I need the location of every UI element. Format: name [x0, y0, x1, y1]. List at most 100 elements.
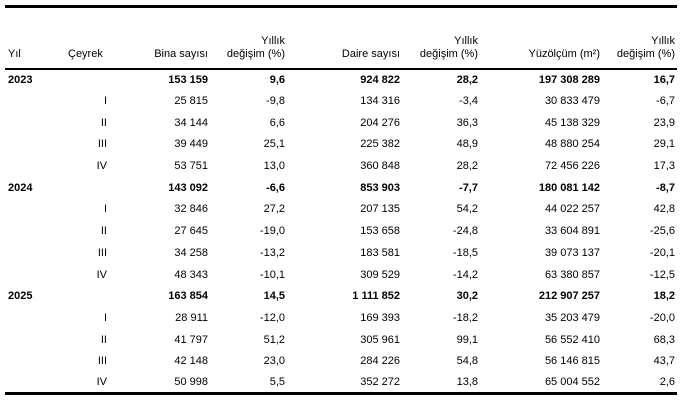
- cell-yuzolcum-degisim: 43,7: [653, 355, 675, 368]
- col-header-daire-sayisi: Daire sayısı: [287, 6, 402, 70]
- cell-daire-degisim: 28,2: [456, 160, 478, 173]
- cell-year: 2025: [8, 290, 33, 303]
- cell-daire-degisim: -18,5: [452, 246, 478, 259]
- cell-yuzolcum-degisim: 29,1: [653, 138, 675, 151]
- cell-daire-degisim: 30,2: [456, 290, 478, 303]
- cell-yuzolcum: 39 073 137: [544, 246, 600, 259]
- cell-daire-sayisi: 924 822: [360, 73, 400, 86]
- table-row-quarter: II 41 797 51,2 305 961 99,1 56 552 410 68,3: [5, 329, 677, 351]
- cell-yuzolcum: 35 203 479: [544, 311, 600, 324]
- cell-daire-sayisi: 134 316: [360, 95, 400, 108]
- cell-quarter: III: [97, 355, 107, 368]
- cell-bina-sayisi: 41 797: [174, 333, 208, 346]
- cell-quarter: [60, 177, 110, 199]
- cell-daire-degisim: -24,8: [452, 225, 478, 238]
- cell-bina-degisim: 51,2: [263, 333, 285, 346]
- cell-yuzolcum: 65 004 552: [544, 376, 600, 389]
- cell-daire-sayisi: 153 658: [360, 225, 400, 238]
- cell-daire-degisim: -7,7: [459, 181, 478, 194]
- cell-yuzolcum: 30 833 479: [544, 95, 600, 108]
- cell-yuzolcum-degisim: 18,2: [653, 290, 675, 303]
- cell-yuzolcum: 45 138 329: [544, 116, 600, 129]
- cell-quarter: III: [97, 138, 107, 151]
- cell-bina-degisim: 9,6: [269, 73, 285, 86]
- table-row-quarter: II 34 144 6,6 204 276 36,3 45 138 329 23,9: [5, 112, 677, 134]
- header-row: Yıl Çeyrek Bina sayısı Yıllık değişim (%…: [5, 6, 677, 70]
- cell-daire-degisim: -14,2: [452, 268, 478, 281]
- cell-year: [5, 242, 60, 264]
- cell-daire-sayisi: 207 135: [360, 203, 400, 216]
- col-header-yillik-degisim-bina: Yıllık değişim (%): [210, 6, 287, 70]
- table-row-quarter: II 27 645 -19,0 153 658 -24,8 33 604 891 -25,6: [5, 220, 677, 242]
- cell-daire-degisim: 54,8: [456, 355, 478, 368]
- col-header-yuzolcum: Yüzölçüm (m²): [480, 6, 602, 70]
- cell-yuzolcum: 48 880 254: [544, 138, 600, 151]
- cell-quarter: [60, 285, 110, 307]
- cell-daire-sayisi: 183 581: [360, 246, 400, 259]
- cell-bina-sayisi: 42 148: [174, 355, 208, 368]
- cell-year: 2023: [8, 73, 33, 86]
- cell-quarter: III: [97, 246, 107, 259]
- cell-bina-degisim: 14,5: [263, 290, 285, 303]
- cell-bina-sayisi: 143 092: [168, 181, 208, 194]
- cell-yuzolcum-degisim: 42,8: [653, 203, 675, 216]
- cell-bina-degisim: -19,0: [259, 225, 285, 238]
- statistics-table-page: Yıl Çeyrek Bina sayısı Yıllık değişim (%…: [5, 5, 677, 396]
- cell-daire-sayisi: 352 272: [360, 376, 400, 389]
- cell-yuzolcum-degisim: -20,0: [649, 311, 675, 324]
- cell-daire-sayisi: 204 276: [360, 116, 400, 129]
- cell-bina-degisim: -13,2: [259, 246, 285, 259]
- cell-daire-sayisi: 853 903: [360, 181, 400, 194]
- cell-bina-sayisi: 50 998: [174, 376, 208, 389]
- cell-quarter: I: [103, 203, 107, 216]
- table-row-quarter: I 28 911 -12,0 169 393 -18,2 35 203 479 -20,0: [5, 307, 677, 329]
- cell-quarter: IV: [96, 268, 107, 281]
- cell-yuzolcum-degisim: -20,1: [649, 246, 675, 259]
- cell-bina-degisim: -10,1: [259, 268, 285, 281]
- cell-daire-degisim: 48,9: [456, 138, 478, 151]
- cell-bina-degisim: 6,6: [269, 116, 285, 129]
- cell-bina-sayisi: 25 815: [174, 95, 208, 108]
- cell-yuzolcum-degisim: 23,9: [653, 116, 675, 129]
- cell-bina-sayisi: 34 258: [174, 246, 208, 259]
- cell-daire-degisim: -18,2: [452, 311, 478, 324]
- cell-daire-sayisi: 169 393: [360, 311, 400, 324]
- cell-yuzolcum: 56 146 815: [544, 355, 600, 368]
- cell-bina-degisim: 27,2: [263, 203, 285, 216]
- cell-bina-degisim: 23,0: [263, 355, 285, 368]
- table-row-quarter: IV 50 998 5,5 352 272 13,8 65 004 552 2,6: [5, 372, 677, 394]
- cell-yuzolcum: 56 552 410: [544, 333, 600, 346]
- cell-year: [5, 220, 60, 242]
- cell-bina-degisim: -6,6: [266, 181, 285, 194]
- cell-yuzolcum: 212 907 257: [538, 290, 600, 303]
- cell-daire-degisim: 54,2: [456, 203, 478, 216]
- cell-daire-sayisi: 1 111 852: [352, 290, 400, 303]
- table-row-quarter: I 32 846 27,2 207 135 54,2 44 022 257 42,8: [5, 199, 677, 221]
- cell-bina-sayisi: 53 751: [174, 160, 208, 173]
- cell-year: [5, 199, 60, 221]
- table-body: 2023 153 159 9,6 924 822 28,2 197 308 289 16,7…: [5, 69, 677, 394]
- col-header-yillik-degisim-yuzolcum: Yıllık değişim (%): [602, 6, 677, 70]
- table-row-year: 2024 143 092 -6,6 853 903 -7,7 180 081 142 -8,…: [5, 177, 677, 199]
- cell-quarter: II: [100, 116, 107, 129]
- cell-quarter: [60, 69, 110, 91]
- col-header-ceyrek: Çeyrek: [60, 6, 110, 70]
- table-row-quarter: III 34 258 -13,2 183 581 -18,5 39 073 137 -20,…: [5, 242, 677, 264]
- cell-yuzolcum: 33 604 891: [544, 225, 600, 238]
- cell-year: [5, 134, 60, 156]
- cell-bina-sayisi: 153 159: [168, 73, 208, 86]
- cell-quarter: IV: [96, 160, 107, 173]
- building-statistics-table: Yıl Çeyrek Bina sayısı Yıllık değişim (%…: [5, 5, 677, 396]
- cell-bina-degisim: 25,1: [263, 138, 285, 151]
- col-header-bina-sayisi: Bina sayısı: [110, 6, 210, 70]
- cell-bina-sayisi: 27 645: [174, 225, 208, 238]
- cell-yuzolcum-degisim: 17,3: [653, 160, 675, 173]
- cell-yuzolcum: 44 022 257: [544, 203, 600, 216]
- col-header-yillik-degisim-daire: Yıllık değişim (%): [402, 6, 480, 70]
- cell-yuzolcum: 180 081 142: [538, 181, 600, 194]
- cell-year: [5, 264, 60, 286]
- cell-year: [5, 90, 60, 112]
- cell-quarter: I: [103, 311, 107, 324]
- table-row-quarter: I 25 815 -9,8 134 316 -3,4 30 833 479 -6,7: [5, 90, 677, 112]
- cell-yuzolcum: 63 380 857: [544, 268, 600, 281]
